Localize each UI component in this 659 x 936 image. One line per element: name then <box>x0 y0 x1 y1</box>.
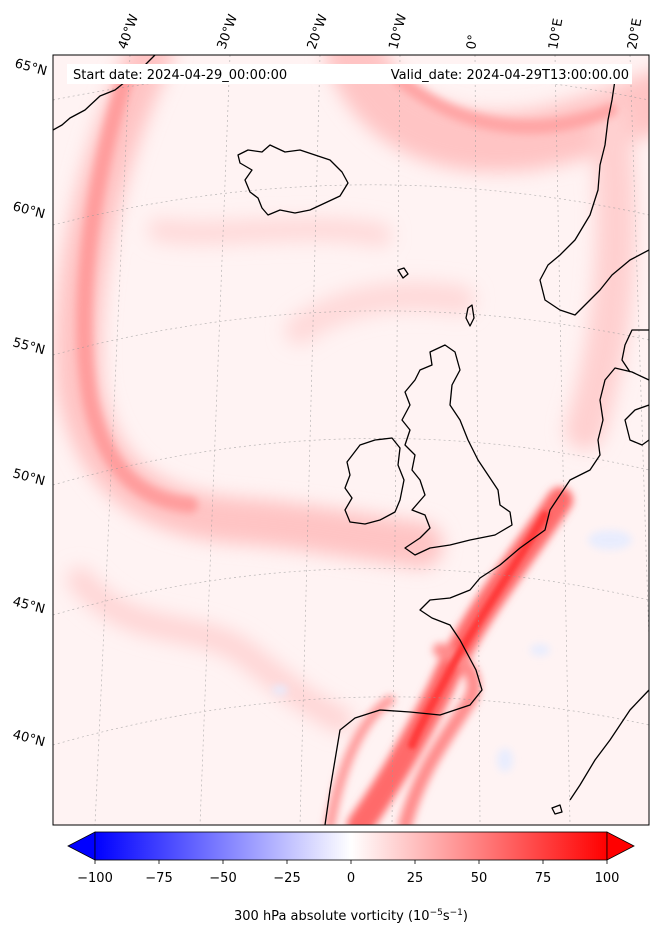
balearic-coast <box>551 804 563 815</box>
latitude-labels: 65°N 60°N 55°N 50°N 45°N 40°N <box>11 56 49 750</box>
colorbar-tick-label: 25 <box>407 871 424 886</box>
lat-label-50n: 50°N <box>11 466 47 489</box>
colorbar-tick-label: −100 <box>77 871 113 886</box>
colorbar-label-end: ) <box>463 909 468 924</box>
graticule <box>53 55 649 825</box>
colorbar-label-exp2: −1 <box>450 908 463 918</box>
colorbar-gradient <box>94 831 608 861</box>
colorbar-extend-high <box>606 831 635 861</box>
colorbar-ticks: −100 −75 −50 −25 0 25 50 75 100 <box>77 860 619 886</box>
colorbar-label-exp1: −5 <box>430 908 443 918</box>
valid-date-text: Valid_date: 2024-04-29T13:00:00.00 <box>391 68 629 83</box>
ireland-coast <box>344 437 405 525</box>
colorbar-tick-label: 75 <box>535 871 552 886</box>
map-panel <box>53 55 649 825</box>
norway-coast <box>539 79 649 316</box>
map-frame <box>52 54 650 826</box>
start-date-text: Start date: 2024-04-29_00:00:00 <box>73 68 287 83</box>
coastlines <box>53 55 649 825</box>
colorbar-label-mid: s <box>443 909 450 924</box>
lon-label-0: 0° <box>464 34 481 51</box>
colorbar-label-main: 300 hPa absolute vorticity (10 <box>234 909 430 924</box>
lon-label-10e: 10°E <box>546 17 566 50</box>
sweden-coast <box>624 404 649 446</box>
colorbar-tick-label: −75 <box>145 871 172 886</box>
colorbar-tick-label: −25 <box>273 871 300 886</box>
lon-label-40w: 40°W <box>116 12 142 51</box>
lon-label-30w: 30°W <box>215 12 241 51</box>
lat-label-55n: 55°N <box>11 335 47 358</box>
colorbar-tick-label: 100 <box>595 871 620 886</box>
header-band <box>67 64 632 84</box>
colorbar-extend-low <box>67 831 96 861</box>
colorbar-tick-label: 0 <box>347 871 355 886</box>
longitude-labels: 40°W 30°W 20°W 10°W 0° 10°E 20°E <box>116 12 646 51</box>
europe-mainland-coast <box>324 367 649 825</box>
lat-label-40n: 40°N <box>11 727 47 750</box>
lat-label-45n: 45°N <box>11 594 47 617</box>
denmark-coast <box>621 329 649 373</box>
iceland-coast <box>237 144 349 216</box>
colorbar-tick-label: 50 <box>471 871 488 886</box>
lat-label-60n: 60°N <box>11 199 47 222</box>
colorbar-tick-label: −50 <box>209 871 236 886</box>
faroe-islands <box>397 267 409 279</box>
lon-label-10w: 10°W <box>386 12 410 51</box>
lon-label-20w: 20°W <box>305 12 331 51</box>
colorbar: −100 −75 −50 −25 0 25 50 75 100 300 hPa absolute… <box>67 831 635 924</box>
colorbar-label: 300 hPa absolute vorticity (10−5s−1) <box>234 908 468 924</box>
lat-label-65n: 65°N <box>13 56 49 79</box>
shetland <box>465 304 475 327</box>
map-background <box>53 55 649 825</box>
vorticity-field <box>54 55 649 825</box>
mediterranean-coast <box>569 689 649 801</box>
lon-label-20e: 20°E <box>625 17 645 50</box>
great-britain-coast <box>401 344 513 556</box>
